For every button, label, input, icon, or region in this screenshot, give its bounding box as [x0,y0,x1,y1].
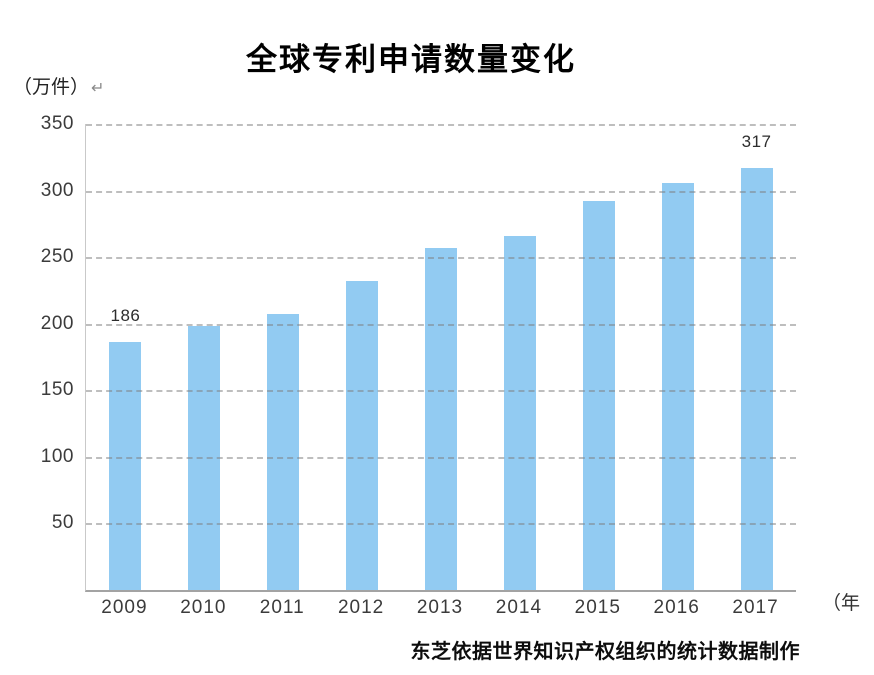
bar-column-2016 [638,124,717,590]
plot-area: 186 317 [85,124,796,592]
x-tick-2015: 2015 [574,597,621,618]
paragraph-return-mark-icon: ↵ [91,80,105,97]
x-axis-labels: 2009 2010 2011 2012 2013 2014 2015 2016 2017 [85,597,795,619]
bar-column-2014 [480,124,559,590]
y-tick-250: 250 [40,246,74,268]
bar-column-2009: 186 [86,124,165,590]
bar-value-label-2017: 317 [741,131,772,151]
x-tick-2016: 2016 [653,597,700,618]
x-axis-unit-label: （年 [822,593,861,614]
bar-2011 [267,314,300,590]
bar-column-2015 [559,124,638,590]
bar-2013 [425,247,457,590]
bar-2012 [346,281,379,590]
bar-2017 [740,167,773,590]
bar-2015 [582,201,615,590]
bar-value-label-2009: 186 [110,306,141,326]
bar-2014 [503,235,536,590]
y-tick-50: 50 [51,512,74,534]
bar-column-2011 [244,124,323,590]
x-tick-2010: 2010 [180,597,227,618]
bar-2009 [109,342,142,590]
bars-container: 186 317 [86,124,796,590]
bar-2016 [661,182,694,590]
y-axis-unit-label: （万件） ↵ [13,72,104,99]
bar-column-2013 [402,124,481,590]
chart-title: 全球专利申请数量变化 [246,42,576,77]
x-tick-2012: 2012 [337,597,385,618]
x-tick-2013: 2013 [416,597,464,618]
y-tick-150: 150 [40,379,74,401]
y-tick-300: 300 [40,179,74,201]
y-tick-100: 100 [40,445,74,467]
y-tick-350: 350 [40,113,74,134]
x-tick-2014: 2014 [495,597,543,618]
x-tick-2011: 2011 [259,597,305,618]
bar-column-2010 [165,124,244,590]
bar-column-2012 [323,124,402,590]
y-axis-labels: 350 300 250 200 150 100 50 [0,113,74,590]
x-tick-2017: 2017 [732,597,779,618]
y-axis-unit-text: （万件） [13,77,90,98]
bar-column-2017: 317 [717,124,796,590]
source-note: 东芝依据世界知识产权组织的统计数据制作 [410,641,800,663]
bar-2010 [188,326,221,590]
x-tick-2009: 2009 [101,597,148,618]
y-tick-200: 200 [40,312,74,334]
